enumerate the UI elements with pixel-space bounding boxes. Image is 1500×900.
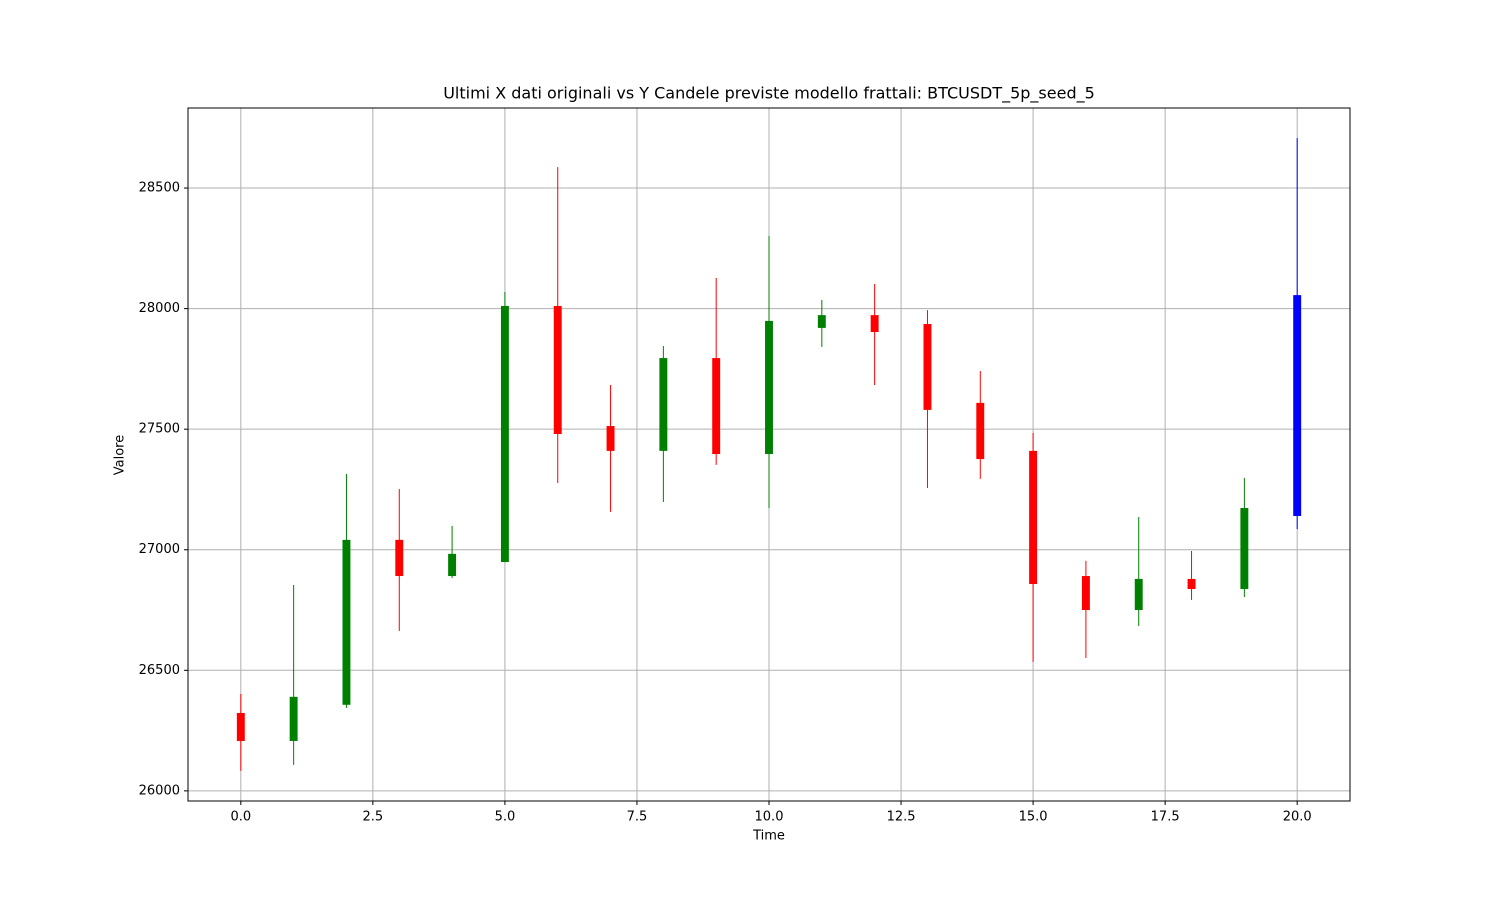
candle-body — [500, 305, 509, 563]
y-tick-label: 26500 — [139, 663, 180, 678]
y-tick-label: 28000 — [139, 301, 180, 316]
y-axis-label: Valore — [113, 435, 128, 475]
candle-body — [606, 426, 615, 451]
candle-body — [1240, 508, 1249, 590]
x-tick-label: 17.5 — [1151, 810, 1180, 825]
candle-body — [448, 553, 457, 577]
x-tick-label: 20.0 — [1283, 810, 1312, 825]
candle-body — [976, 402, 985, 460]
x-tick-label: 2.5 — [363, 810, 384, 825]
candle-body — [712, 358, 721, 455]
candle-body — [659, 358, 668, 451]
candle-body — [765, 320, 773, 455]
y-tick-label: 27000 — [139, 542, 180, 557]
x-tick-label: 0.0 — [230, 810, 251, 825]
x-tick-label: 15.0 — [1019, 810, 1048, 825]
candle-body — [236, 712, 245, 741]
candle-body — [817, 315, 826, 328]
candle-body — [342, 539, 351, 705]
candle-body — [1187, 578, 1196, 590]
candle-body — [395, 539, 404, 577]
plot-frame — [187, 107, 1351, 802]
chart-title: Ultimi X dati originali vs Y Candele pre… — [443, 84, 1095, 104]
candle-body — [1134, 578, 1143, 611]
x-tick-label: 7.5 — [627, 810, 648, 825]
candle-body — [289, 696, 298, 741]
y-tick-label: 26000 — [139, 783, 180, 798]
candle-body — [1029, 450, 1038, 584]
candle-body — [1081, 576, 1090, 611]
candle-body — [923, 324, 932, 410]
y-tick-label: 28500 — [139, 181, 180, 196]
x-axis-label: Time — [752, 829, 785, 844]
candle-body — [553, 305, 562, 435]
x-tick-label: 10.0 — [755, 810, 784, 825]
x-tick-label: 12.5 — [887, 810, 916, 825]
x-tick-label: 5.0 — [495, 810, 516, 825]
y-tick-label: 27500 — [139, 422, 180, 437]
candle-body — [1293, 295, 1302, 516]
candle-body — [870, 315, 879, 333]
